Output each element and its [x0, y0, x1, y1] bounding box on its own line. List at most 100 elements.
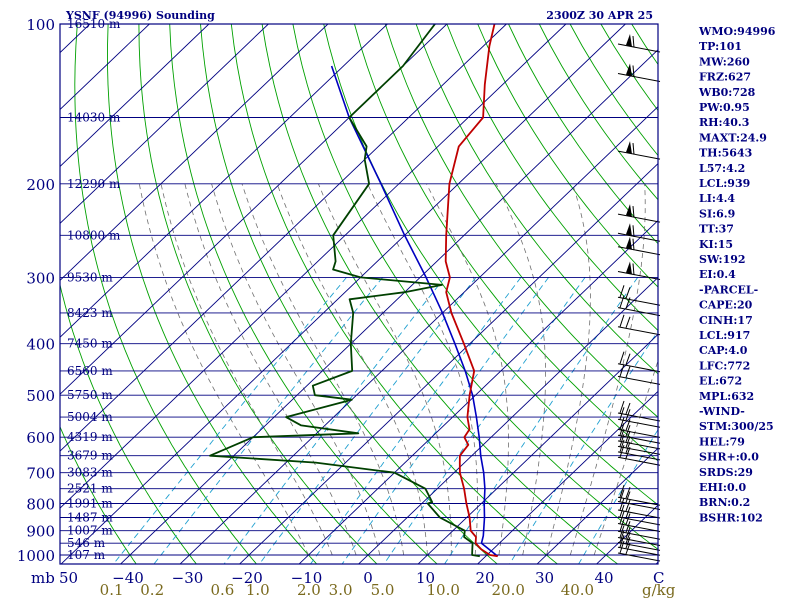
wind-barb — [617, 530, 661, 551]
temperature-tick-label: 20 — [475, 569, 494, 587]
index-entry: HEL:79 — [699, 435, 745, 448]
index-entry: STM:300/25 — [699, 420, 774, 433]
dry-adiabat — [200, 24, 498, 564]
index-entry: L57:4.2 — [699, 162, 745, 175]
height-label: 14030 m — [67, 111, 121, 125]
temperature-tick-label: −30 — [172, 569, 204, 587]
pressure-label: 500 — [26, 387, 55, 405]
index-entry: -WIND- — [699, 405, 745, 418]
dewpoint-trace — [209, 24, 480, 558]
height-label: 12290 m — [67, 177, 121, 191]
height-label: 3083 m — [67, 466, 113, 480]
index-entry: TT:37 — [699, 223, 734, 236]
mixing-ratio-line — [444, 277, 639, 564]
wind-barb — [617, 423, 661, 444]
temperature-tick-label: 50 — [59, 569, 78, 587]
isotherm — [119, 49, 658, 564]
isotherm — [417, 333, 658, 564]
mixing-ratio-line — [153, 277, 383, 564]
height-label: 5750 m — [67, 388, 113, 402]
wind-barb — [617, 439, 661, 461]
index-entry: BSHR:102 — [699, 511, 763, 524]
height-label: 2521 m — [67, 482, 113, 496]
mixing-ratio-label: 2.0 — [297, 581, 321, 599]
isotherm — [60, 24, 388, 338]
isotherm — [298, 219, 658, 564]
index-entry: LI:4.4 — [699, 192, 735, 205]
pressure-unit-label: mb — [31, 569, 55, 587]
index-entry: MPL:632 — [699, 390, 754, 403]
pressure-label: 300 — [26, 269, 55, 287]
mixing-ratio-label: 20.0 — [491, 581, 524, 599]
wind-barb — [617, 285, 661, 306]
temperature-tick-label: −20 — [231, 569, 263, 587]
wind-barb — [617, 525, 661, 546]
wind-barb — [617, 489, 661, 510]
isotherm — [60, 24, 210, 168]
mixing-ratio-label: 0.2 — [140, 581, 164, 599]
plot-frame — [59, 23, 659, 565]
index-entry: MW:260 — [699, 55, 750, 68]
index-entry: CAP:4.0 — [699, 344, 748, 357]
index-entry: RH:40.3 — [699, 116, 749, 129]
height-label: 10800 m — [67, 228, 121, 242]
wind-barb — [617, 497, 661, 519]
wind-barb — [617, 141, 661, 160]
moist-adiabat — [569, 183, 646, 556]
index-entry: FRZ:627 — [699, 71, 751, 84]
wind-barb — [617, 364, 661, 385]
temperature-tick-label: 10 — [416, 569, 435, 587]
height-label: 16510 m — [67, 17, 121, 31]
wind-barb — [617, 204, 661, 223]
dry-adiabat — [354, 24, 658, 462]
isotherm — [357, 276, 658, 564]
wind-barb — [617, 504, 661, 526]
wind-barb — [617, 223, 661, 242]
index-entry: LCL:939 — [699, 177, 750, 190]
wind-barb — [617, 351, 661, 373]
wind-barb — [617, 400, 661, 422]
index-entry: SHR+:0.0 — [699, 451, 759, 464]
index-entry: SI:6.9 — [699, 207, 735, 220]
isotherm — [60, 24, 507, 452]
dry-adiabat — [477, 24, 658, 288]
background-lines — [60, 24, 658, 564]
pressure-label: 100 — [26, 16, 55, 34]
isotherm — [60, 24, 329, 281]
dry-adiabat — [230, 24, 559, 564]
wind-barb — [617, 540, 661, 562]
sounding-time: 2300Z 30 APR 25 — [546, 9, 653, 22]
height-label: 4319 m — [67, 430, 113, 444]
isotherm — [536, 447, 658, 564]
temperature-tick-label: 40 — [594, 569, 613, 587]
moist-adiabat — [160, 183, 333, 556]
pressure-label: 800 — [26, 496, 55, 514]
height-label: 6560 m — [67, 364, 113, 378]
height-label: 1007 m — [67, 524, 113, 538]
mixing-ratio-label: 10.0 — [426, 581, 459, 599]
pressure-label: 600 — [26, 429, 55, 447]
wind-barb — [617, 236, 661, 256]
index-entry: EI:0.4 — [699, 268, 736, 281]
height-label: 9530 m — [67, 270, 113, 284]
mixing-ratio-label: 0.1 — [100, 581, 124, 599]
mixing-ratio-line — [578, 428, 658, 564]
pressure-label: 200 — [26, 176, 55, 194]
parcel-trace — [330, 65, 499, 557]
index-entry: WMO:94996 — [698, 25, 776, 38]
isotherm — [60, 24, 626, 564]
index-entry: MAXT:24.9 — [699, 131, 767, 144]
height-label: 107 m — [67, 548, 106, 562]
wind-barbs — [617, 34, 661, 562]
height-label: 7450 m — [67, 337, 113, 351]
sounding-profiles — [209, 24, 499, 558]
index-entry: KI:15 — [699, 238, 733, 251]
index-entry: EL:672 — [699, 375, 742, 388]
wind-barb — [617, 445, 661, 466]
temperature-trace — [444, 24, 498, 558]
height-label: 5004 m — [67, 410, 113, 424]
dry-adiabat — [60, 282, 197, 564]
height-label: 1487 m — [67, 511, 113, 525]
pressure-label: 400 — [26, 336, 55, 354]
